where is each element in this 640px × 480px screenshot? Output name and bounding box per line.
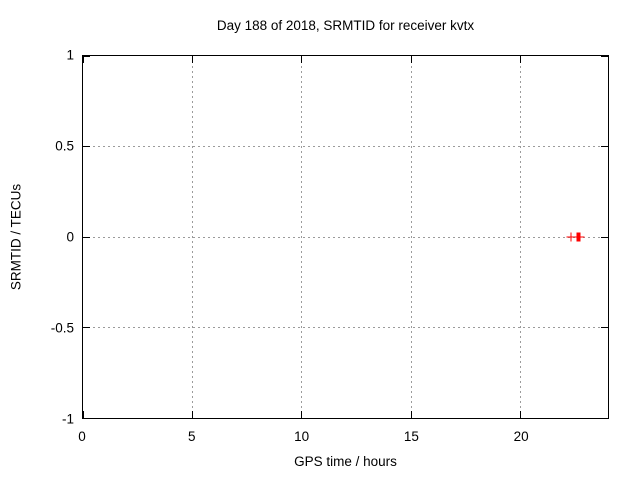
x-tick-mark — [301, 56, 303, 63]
y-tick-mark — [601, 55, 608, 57]
y-tick-mark — [83, 55, 90, 57]
x-tick-label: 0 — [78, 429, 86, 444]
x-tick-label: 5 — [188, 429, 196, 444]
y-tick-label: -0.5 — [50, 320, 74, 336]
x-tick-labels: 0 5 10 15 20 — [78, 429, 609, 445]
y-gridline — [83, 146, 608, 147]
x-tick-mark — [410, 411, 412, 418]
y-gridline — [83, 236, 608, 238]
x-tick-mark — [82, 411, 84, 418]
y-tick-label: -1 — [61, 411, 74, 427]
y-gridline — [83, 327, 608, 328]
x-tick-label: 20 — [513, 429, 529, 444]
x-tick-label: 10 — [294, 429, 310, 444]
y-tick-labels: 1 0.5 0 -0.5 -1 — [0, 48, 74, 427]
data-point-marker — [575, 232, 585, 242]
y-tick-mark — [83, 327, 90, 328]
x-tick-label: 15 — [403, 429, 419, 444]
y-tick-label: 0 — [66, 229, 74, 245]
x-tick-mark — [191, 411, 193, 418]
x-tick-mark — [82, 56, 84, 63]
chart-title: Day 188 of 2018, SRMTID for receiver kvt… — [216, 18, 475, 33]
marker-vline — [578, 232, 581, 242]
y-tick-mark — [601, 146, 608, 147]
plot-area — [82, 55, 609, 419]
x-tick-mark — [520, 56, 521, 63]
y-tick-mark — [601, 417, 608, 419]
y-tick-mark — [601, 236, 608, 238]
y-tick-label: 0.5 — [55, 138, 74, 154]
marker-vline — [570, 232, 572, 242]
x-tick-mark — [520, 411, 521, 418]
y-tick-mark — [83, 417, 90, 419]
y-tick-mark — [601, 327, 608, 328]
y-tick-mark — [83, 146, 90, 147]
y-tick-label: 1 — [66, 47, 74, 63]
x-tick-mark — [301, 411, 303, 418]
x-axis-label: GPS time / hours — [294, 454, 397, 469]
data-point-marker — [566, 232, 576, 242]
y-tick-mark — [83, 236, 90, 238]
x-tick-mark — [191, 56, 193, 63]
x-tick-mark — [410, 56, 412, 63]
